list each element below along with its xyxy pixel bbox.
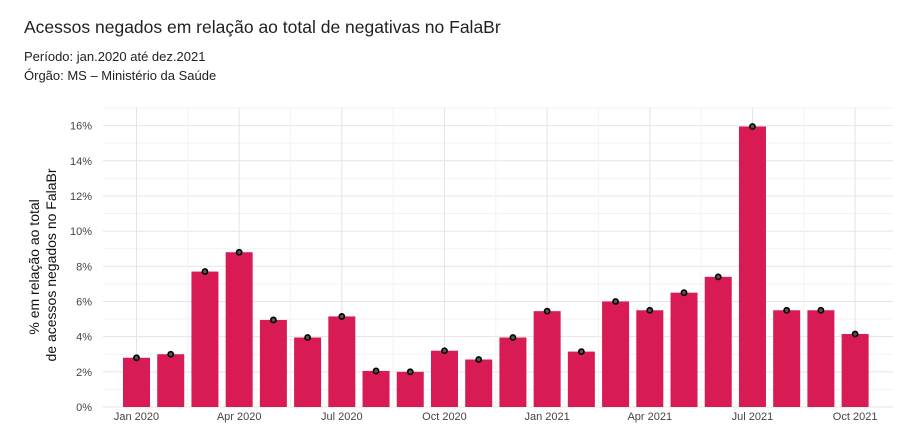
point-2021-01 bbox=[543, 307, 551, 315]
x-tick-label: Apr 2021 bbox=[627, 411, 672, 423]
point-2021-06 bbox=[714, 273, 722, 281]
point-2021-07 bbox=[749, 123, 756, 130]
bar-2020-09 bbox=[396, 371, 424, 407]
point-2020-11 bbox=[475, 356, 483, 363]
point-2021-05 bbox=[680, 289, 688, 297]
y-tick-label: 12% bbox=[70, 191, 92, 203]
bar-2021-03 bbox=[602, 301, 630, 407]
chart-subtitle: Período: jan.2020 até dez.2021 Órgão: MS… bbox=[24, 47, 216, 85]
bar-2020-01 bbox=[123, 357, 150, 407]
y-tick-label: 14% bbox=[70, 156, 92, 168]
bar-2020-02 bbox=[157, 354, 185, 407]
point-2020-02 bbox=[167, 350, 175, 358]
y-tick-label: 10% bbox=[70, 226, 92, 238]
x-axis-ticks: Jan 2020 Apr 2020 Jul 2020 Oct 2020 Jan 2021… bbox=[114, 411, 878, 423]
point-2020-08 bbox=[372, 367, 380, 375]
point-2021-09 bbox=[817, 306, 825, 314]
bar-2020-12 bbox=[499, 337, 527, 407]
bar-2020-10 bbox=[430, 350, 458, 407]
subtitle-period: Período: jan.2020 até dez.2021 bbox=[24, 49, 206, 64]
bar-2021-08 bbox=[773, 310, 801, 407]
point-2021-08 bbox=[783, 306, 791, 314]
y-axis-label-line-1: % em relação ao total bbox=[26, 199, 42, 334]
point-2020-01 bbox=[133, 354, 140, 362]
y-tick-label: 8% bbox=[76, 261, 92, 273]
subtitle-organ: Órgão: MS – Ministério da Saúde bbox=[24, 68, 217, 83]
y-tick-label: 0% bbox=[76, 402, 92, 414]
x-tick-label: Jan 2020 bbox=[114, 411, 159, 423]
point-2020-06 bbox=[304, 334, 311, 341]
point-2020-07 bbox=[338, 313, 346, 320]
x-tick-label: Oct 2021 bbox=[833, 411, 878, 423]
point-2021-02 bbox=[577, 348, 585, 355]
point-2021-03 bbox=[612, 298, 619, 305]
bar-2020-04 bbox=[225, 252, 253, 407]
bars bbox=[123, 126, 869, 407]
bar-2020-03 bbox=[191, 271, 219, 407]
bar-2021-04 bbox=[636, 310, 664, 407]
y-tick-label: 2% bbox=[76, 367, 92, 379]
x-tick-label: Jan 2021 bbox=[525, 411, 570, 423]
y-axis-ticks: 0% 2% 4% 6% 8% 10% 12% 14% 16% bbox=[70, 121, 92, 414]
point-2020-05 bbox=[269, 316, 277, 324]
y-axis-label-line-2: de acessos negados no FalaBr bbox=[43, 168, 59, 361]
point-2020-03 bbox=[201, 268, 209, 275]
bar-2020-08 bbox=[362, 370, 390, 407]
x-tick-label: Jul 2021 bbox=[732, 411, 774, 423]
point-2020-09 bbox=[406, 368, 414, 376]
bar-2021-01 bbox=[533, 311, 561, 407]
bar-2021-10 bbox=[841, 334, 869, 407]
point-2020-04 bbox=[235, 248, 243, 256]
x-tick-label: Jul 2020 bbox=[321, 411, 363, 423]
x-tick-label: Apr 2020 bbox=[217, 411, 262, 423]
point-2021-04 bbox=[646, 306, 654, 314]
y-tick-label: 4% bbox=[76, 332, 92, 344]
y-tick-label: 16% bbox=[70, 121, 92, 133]
bar-2021-02 bbox=[567, 351, 595, 407]
bar-2020-11 bbox=[465, 359, 493, 407]
bar-2021-07 bbox=[738, 126, 766, 407]
bar-2020-05 bbox=[259, 319, 287, 407]
bar-2021-05 bbox=[670, 292, 698, 407]
y-tick-label: 6% bbox=[76, 296, 92, 308]
x-tick-label: Oct 2020 bbox=[422, 411, 467, 423]
point-2021-10 bbox=[851, 330, 859, 338]
point-2020-12 bbox=[509, 334, 517, 341]
points bbox=[133, 123, 859, 376]
bar-2021-06 bbox=[704, 276, 732, 407]
bar-2020-06 bbox=[294, 337, 322, 407]
chart-title: Acessos negados em relação ao total de n… bbox=[24, 17, 501, 37]
bar-2021-09 bbox=[807, 310, 835, 407]
y-axis-label: % em relação ao total de acessos negados… bbox=[26, 168, 59, 361]
bar-2020-07 bbox=[328, 316, 356, 407]
point-2020-10 bbox=[441, 347, 448, 355]
